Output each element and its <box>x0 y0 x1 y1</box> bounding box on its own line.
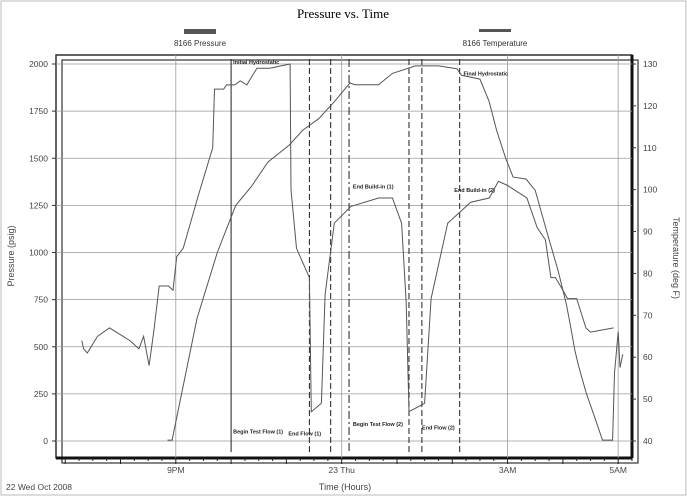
plot-frame <box>55 54 633 459</box>
y-tick-label: 2000 <box>29 59 48 69</box>
y2-tick-label: 120 <box>643 101 657 111</box>
y-axis-label: Pressure (psig) <box>6 225 16 286</box>
series-line-pressure <box>167 65 624 441</box>
x-tick-label: 3AM <box>499 465 516 475</box>
y2-tick-label: 60 <box>643 352 653 362</box>
y-tick-label: 1250 <box>29 200 48 210</box>
x-axis-ticks: 9PM 23 Thu 3AM 5AM <box>64 458 633 475</box>
y2-tick-label: 40 <box>643 436 653 446</box>
event-label: End Flow (2) <box>422 426 455 432</box>
y-axis-ticks: 0 250 500 750 1000 1250 1500 1750 2000 <box>29 59 56 446</box>
y-tick-label: 500 <box>34 342 48 352</box>
plot-shadow-frame <box>61 59 639 464</box>
series-line-temperature <box>81 63 614 413</box>
x-tick-label: 23 Thu <box>329 465 356 475</box>
y-tick-label: 1500 <box>29 153 48 163</box>
y-tick-label: 1750 <box>29 106 48 116</box>
y2-tick-label: 50 <box>643 394 653 404</box>
y-tick-label: 1000 <box>29 248 48 258</box>
chart-title: Pressure vs. Time <box>297 6 389 21</box>
y-tick-label: 750 <box>34 295 48 305</box>
legend-swatch-temperature <box>479 29 511 32</box>
y2-axis-ticks: 40 50 60 70 80 90 100 110 120 130 <box>632 59 657 446</box>
y2-tick-label: 110 <box>643 143 657 153</box>
y2-axis-label: Temperature (deg F) <box>671 217 681 299</box>
event-annotations: Initial Hydrostatic End Build-in (1) Final… <box>233 60 508 437</box>
event-label: Begin Test Flow (1) <box>233 429 283 435</box>
date-label: 22 Wed Oct 2008 <box>6 482 72 492</box>
legend-swatch-pressure <box>184 29 216 34</box>
event-label: End Build-in (2) <box>454 188 495 194</box>
y2-tick-label: 70 <box>643 310 653 320</box>
event-label: End Flow (1) <box>288 431 321 437</box>
y2-tick-label: 130 <box>643 59 657 69</box>
event-label: Final Hydrostatic <box>464 71 509 77</box>
y-tick-label: 0 <box>43 436 48 446</box>
y-tick-label: 250 <box>34 389 48 399</box>
event-label: Begin Test Flow (2) <box>353 422 403 428</box>
legend-label-pressure: 8166 Pressure <box>174 39 227 48</box>
x-axis-label: Time (Hours) <box>319 482 371 492</box>
gridlines <box>56 55 632 458</box>
event-label: End Build-in (1) <box>353 184 394 190</box>
y2-tick-label: 80 <box>643 268 653 278</box>
x-tick-label: 5AM <box>609 465 626 475</box>
x-tick-label: 9PM <box>167 465 184 475</box>
y2-tick-label: 90 <box>643 227 653 237</box>
legend-label-temperature: 8166 Temperature <box>463 39 528 48</box>
data-series <box>81 63 624 441</box>
y2-tick-label: 100 <box>643 185 657 195</box>
event-lines <box>230 59 461 452</box>
event-label: Initial Hydrostatic <box>233 60 279 66</box>
